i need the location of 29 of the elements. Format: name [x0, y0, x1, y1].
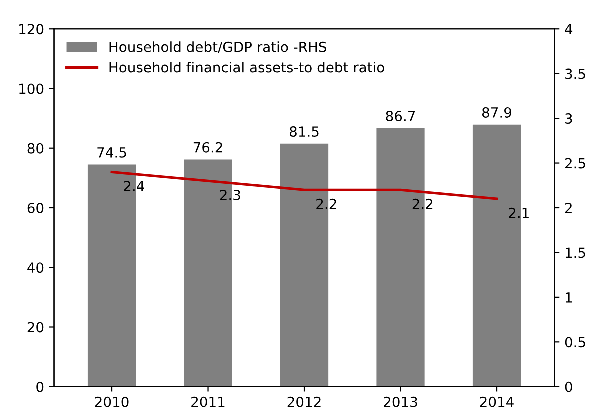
x-tick-label: 2014	[480, 396, 514, 408]
y-tick-label: 100	[20, 84, 44, 94]
y2-tick-label: 2.5	[566, 158, 586, 169]
y-tick-label: 60	[28, 202, 44, 214]
y2-tick-label: 3	[566, 114, 572, 124]
data-label: 86.7	[386, 111, 416, 122]
legend-label: Household debt/GDP ratio -RHS	[110, 42, 326, 54]
y2-tick-label: 0.5	[565, 337, 586, 348]
y-tick-label: 120	[20, 24, 44, 35]
data-label: 87.9	[482, 107, 512, 118]
y-tick-label: 80	[28, 143, 44, 154]
y2-tick-label: 1	[566, 292, 572, 303]
y2-tick-label: 0	[565, 382, 572, 392]
x-tick-label: 2010	[95, 396, 129, 408]
x-tick-label: 2012	[288, 396, 321, 408]
y-tick-label: 40	[28, 262, 44, 274]
y-tick-label: 20	[28, 322, 44, 333]
y2-tick-label: 1.5	[566, 248, 586, 258]
y2-tick-label: 3.5	[566, 68, 586, 80]
y-tick-label: 0	[36, 382, 44, 392]
x-tick-label: 2011	[192, 396, 225, 408]
data-label: 76.2	[194, 142, 222, 153]
data-label: 81.5	[290, 126, 319, 138]
y2-tick-label: 2	[566, 202, 572, 214]
legend-label: Household financial assets-to debt ratio	[110, 62, 384, 73]
data-label: 74.5	[98, 148, 126, 158]
line-series	[110, 170, 498, 200]
y2-tick-label: 4	[565, 24, 573, 34]
x-tick-label: 2013	[384, 396, 418, 408]
